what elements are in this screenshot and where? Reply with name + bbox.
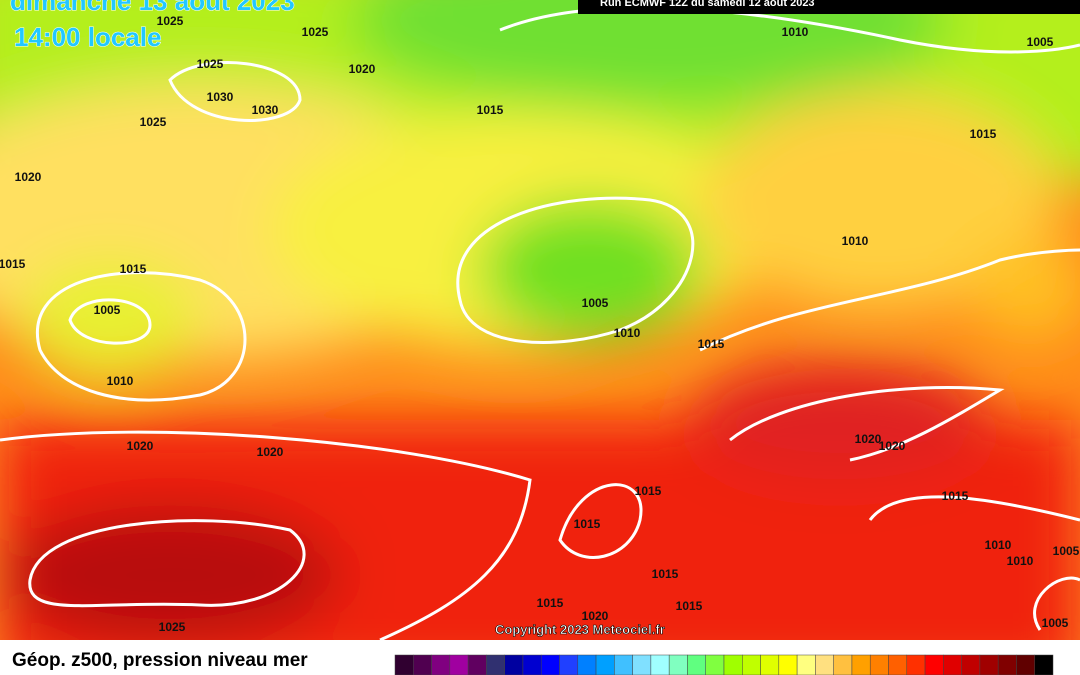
- color-swatch: [650, 654, 670, 675]
- isobar-label: 1015: [635, 484, 662, 498]
- isobar-label: 1020: [127, 439, 154, 453]
- color-swatch: [577, 654, 597, 675]
- isobar-label: 1015: [942, 489, 969, 503]
- isobar-label: 1015: [676, 599, 703, 613]
- isobar-label: 1015: [0, 257, 26, 271]
- color-swatch: [869, 654, 889, 675]
- isobar-label: 1015: [574, 517, 601, 531]
- isobar-label: 1030: [252, 103, 279, 117]
- color-swatch: [723, 654, 743, 675]
- isobar-label: 1005: [1053, 544, 1080, 558]
- copyright: Copyright 2023 Meteociel.fr: [495, 622, 665, 637]
- isobar-label: 1030: [207, 90, 234, 104]
- color-swatch: [705, 654, 725, 675]
- date-title: dimanche 13 août 2023: [10, 0, 295, 16]
- isobar-label: 1010: [1007, 554, 1034, 568]
- color-swatch: [449, 654, 469, 675]
- color-swatch: [760, 654, 780, 675]
- isobar-label: 1015: [970, 127, 997, 141]
- isobar-label: 1010: [985, 538, 1012, 552]
- color-swatch: [924, 654, 944, 675]
- color-swatch: [559, 654, 579, 675]
- isobar-label: 1005: [582, 296, 609, 310]
- color-swatch: [906, 654, 926, 675]
- color-swatch: [979, 654, 999, 675]
- color-swatch: [431, 654, 451, 675]
- run-text: Run ECMWF 12Z du samedi 12 août 2023: [600, 0, 815, 9]
- color-swatch: [943, 654, 962, 675]
- isobar-label: 1020: [257, 445, 284, 459]
- color-swatch: [394, 654, 414, 675]
- color-swatch: [522, 654, 542, 675]
- isobar-label: 1020: [15, 170, 42, 184]
- isobar-label: 1015: [652, 567, 679, 581]
- color-swatch: [540, 654, 560, 675]
- isobar-label: 1025: [197, 57, 224, 71]
- isobar-label: 1015: [537, 596, 564, 610]
- isobar-label: 1025: [140, 115, 167, 129]
- color-swatch: [815, 654, 834, 675]
- legend-title: Géop. z500, pression niveau mer: [12, 650, 308, 671]
- isobar-label: 1005: [1027, 35, 1054, 49]
- isobar-label: 1015: [477, 103, 504, 117]
- color-swatch: [668, 654, 688, 675]
- color-swatch: [796, 654, 816, 675]
- color-swatch: [742, 654, 761, 675]
- color-swatch: [888, 654, 908, 675]
- color-swatch: [504, 654, 524, 675]
- color-swatch: [833, 654, 853, 675]
- isobar-label: 1025: [302, 25, 329, 39]
- isobar-label: 1010: [614, 326, 641, 340]
- color-swatch: [778, 654, 798, 675]
- color-swatch: [614, 654, 633, 675]
- isobar-label: 1010: [107, 374, 134, 388]
- isobar-label: 1015: [120, 262, 147, 276]
- isobar-label: 1005: [1042, 616, 1069, 630]
- color-swatch: [1034, 654, 1054, 675]
- color-swatch: [851, 654, 871, 675]
- color-swatch: [595, 654, 615, 675]
- run-bar: [578, 0, 1080, 14]
- isobar-label: 1020: [879, 439, 906, 453]
- color-swatch: [1016, 654, 1035, 675]
- color-swatch: [467, 654, 487, 675]
- time-title: 14:00 locale: [14, 22, 161, 52]
- color-swatch: [997, 654, 1017, 675]
- isobar-label: 1020: [855, 432, 882, 446]
- color-swatch: [961, 654, 981, 675]
- isobar-label: 1015: [698, 337, 725, 351]
- isobar-label: 1020: [349, 62, 376, 76]
- color-swatch: [413, 654, 432, 675]
- color-swatch: [486, 654, 505, 675]
- isobar-label: 1010: [782, 25, 809, 39]
- isobar-label: 1010: [842, 234, 869, 248]
- isobar-label: 1025: [159, 620, 186, 634]
- isobar-label: 1005: [94, 303, 121, 317]
- color-swatch: [687, 654, 706, 675]
- color-swatch: [632, 654, 652, 675]
- isobar-label: 1020: [582, 609, 609, 623]
- isobar-label: 1025: [157, 14, 184, 28]
